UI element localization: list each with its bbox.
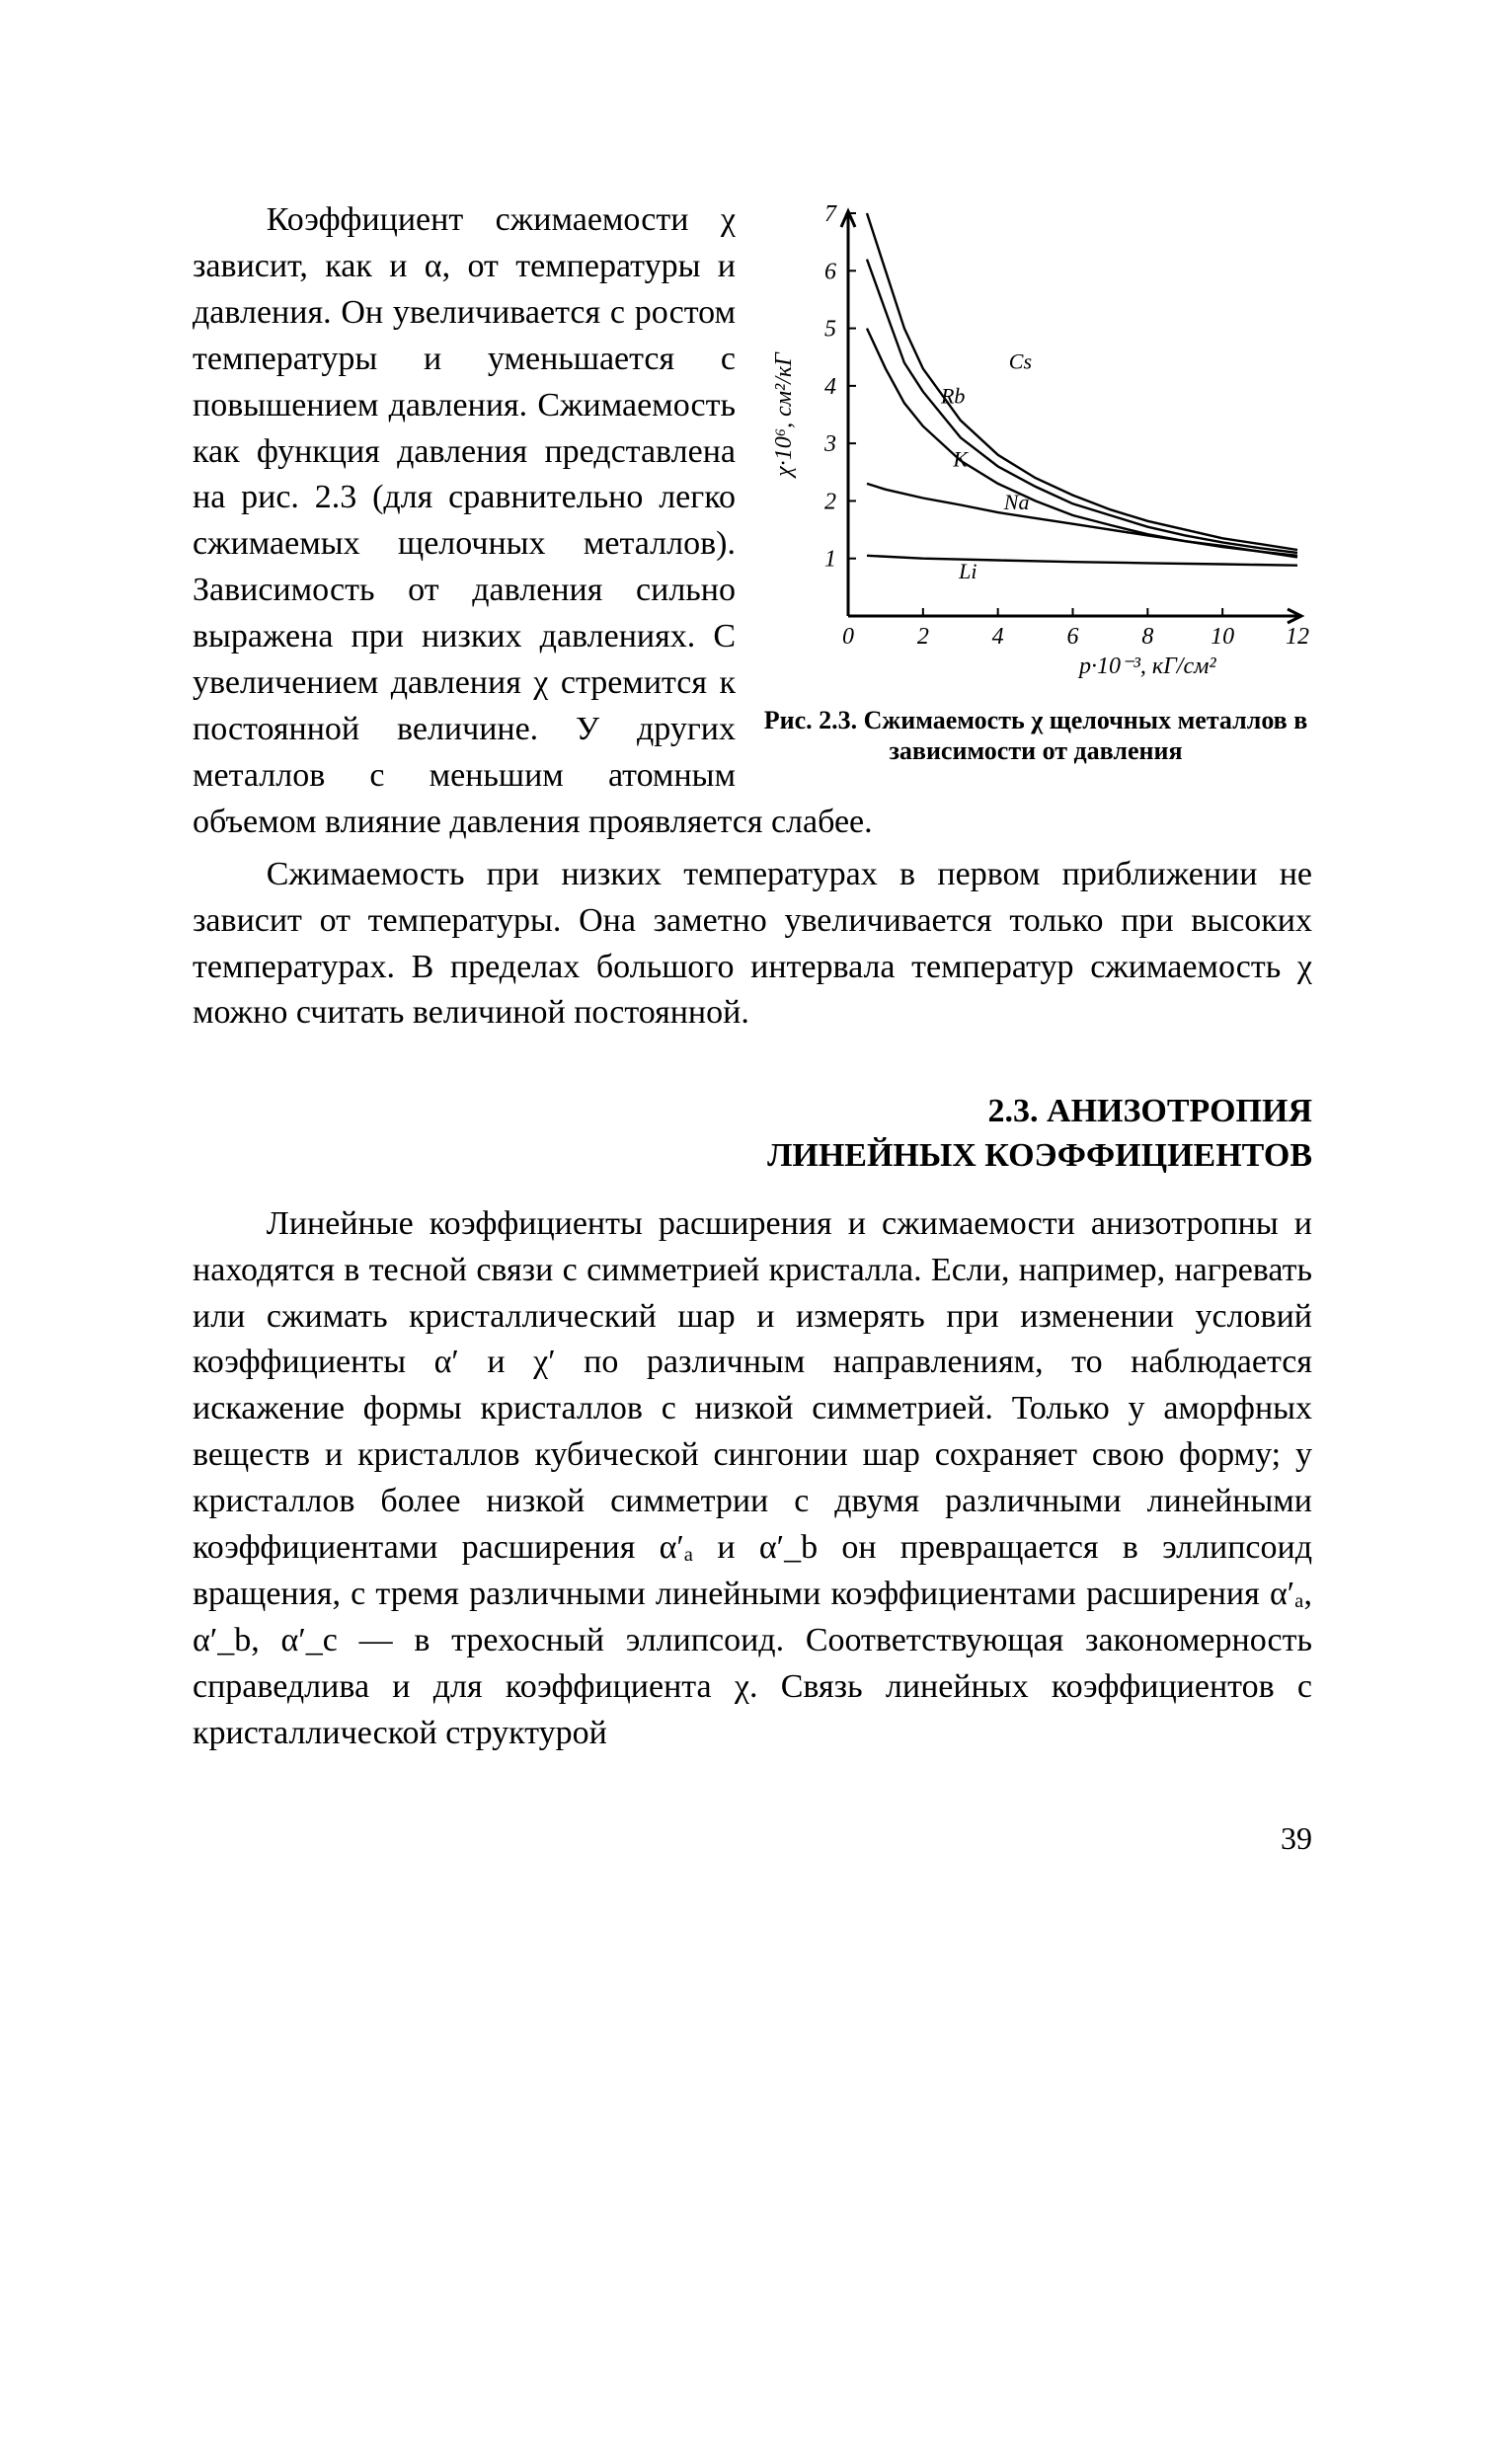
svg-text:10: 10 [1211, 624, 1234, 650]
svg-text:0: 0 [842, 624, 854, 650]
section-title-line-1: 2.3. АНИЗОТРОПИЯ [988, 1093, 1312, 1129]
paragraph-3-text: Линейные коэффициенты расширения и сжима… [193, 1205, 1312, 1751]
figure-compressibility: 1234567024681012χ·10⁶, см²/кГp·10⁻³, кГ/… [759, 203, 1312, 766]
svg-text:Cs: Cs [1009, 348, 1032, 373]
svg-text:Rb: Rb [940, 383, 965, 408]
svg-text:6: 6 [824, 259, 836, 284]
svg-text:7: 7 [824, 203, 837, 227]
svg-text:2: 2 [824, 489, 836, 514]
svg-text:12: 12 [1286, 624, 1309, 650]
svg-text:K: K [952, 446, 969, 471]
section-title: 2.3. АНИЗОТРОПИЯ ЛИНЕЙНЫХ КОЭФФИЦИЕНТОВ [193, 1090, 1312, 1177]
paragraph-2-text: Сжимаемость при низких температурах в пе… [193, 856, 1312, 1032]
svg-text:1: 1 [824, 547, 836, 573]
page-number: 39 [193, 1816, 1312, 1860]
section-title-line-2: ЛИНЕЙНЫХ КОЭФФИЦИЕНТОВ [767, 1137, 1312, 1174]
svg-text:4: 4 [992, 624, 1004, 650]
paragraph-2: Сжимаемость при низких температурах в пе… [193, 852, 1312, 1038]
svg-text:3: 3 [823, 431, 836, 457]
paragraph-3: Линейные коэффициенты расширения и сжима… [193, 1201, 1312, 1757]
svg-text:4: 4 [824, 374, 836, 400]
chart-svg: 1234567024681012χ·10⁶, см²/кГp·10⁻³, кГ/… [759, 203, 1312, 697]
svg-text:6: 6 [1067, 624, 1079, 650]
figure-caption: Рис. 2.3. Сжимаемость χ щелочных металло… [759, 705, 1312, 766]
svg-text:p·10⁻³, кГ/см²: p·10⁻³, кГ/см² [1077, 654, 1216, 679]
svg-text:8: 8 [1141, 624, 1153, 650]
svg-text:Li: Li [958, 559, 977, 583]
svg-text:Na: Na [1003, 490, 1030, 514]
svg-text:2: 2 [917, 624, 929, 650]
svg-text:χ·10⁶, см²/кГ: χ·10⁶, см²/кГ [771, 351, 797, 479]
svg-text:5: 5 [824, 317, 836, 343]
